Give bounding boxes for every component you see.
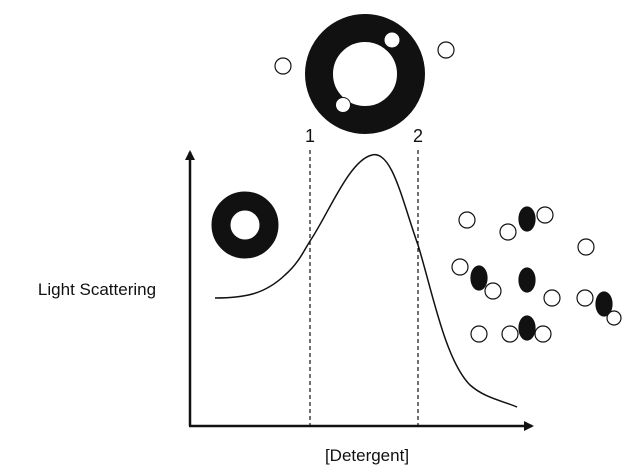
x-axis-label: [Detergent] [325,446,409,465]
saturated-vesicle [275,28,454,120]
page: Light Scattering [Detergent] 1 2 (() => … [0,0,622,468]
y-axis-label: Light Scattering [38,280,156,299]
vesicle [221,201,269,249]
diagram: Light Scattering [Detergent] 1 2 [0,0,622,468]
marker-label: 2 [413,126,423,146]
mixed-micelles [452,207,621,342]
marker-label: 1 [305,126,315,146]
